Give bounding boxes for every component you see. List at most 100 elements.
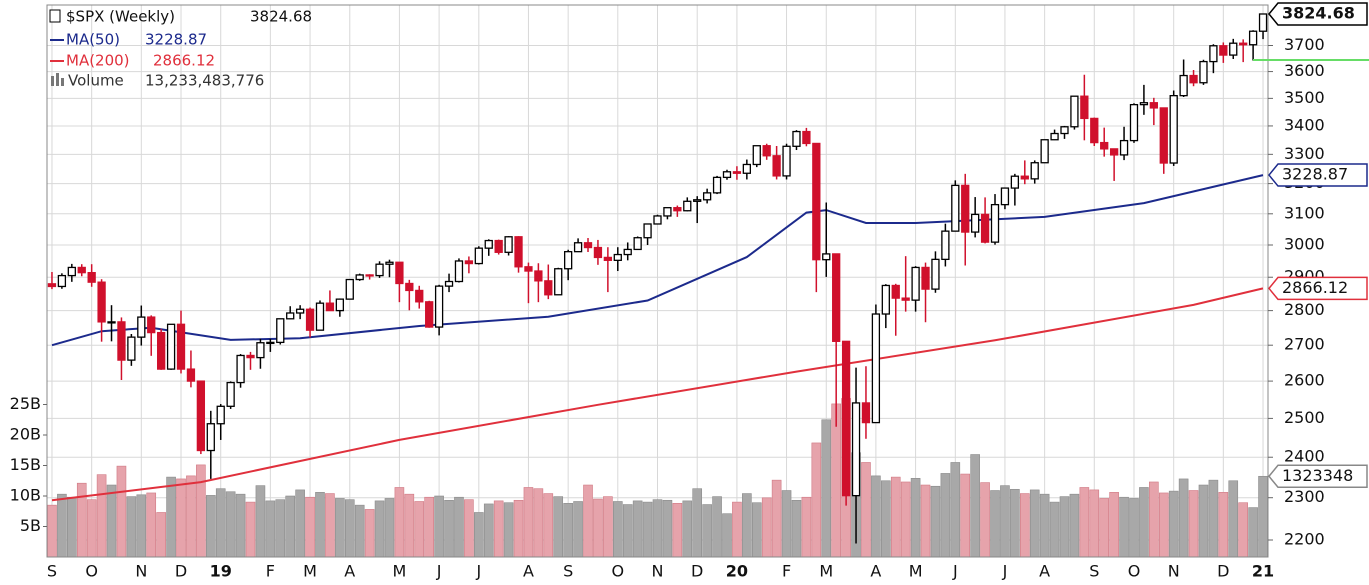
y-tick-label: 3400 bbox=[1284, 115, 1325, 134]
candle-body bbox=[782, 145, 791, 177]
candle-body bbox=[166, 323, 176, 370]
x-tick-label: M bbox=[909, 562, 923, 581]
volume-bar bbox=[642, 501, 653, 558]
candle-body bbox=[1119, 139, 1129, 156]
volume-bar bbox=[196, 464, 206, 558]
candle-body bbox=[117, 321, 126, 361]
volume-bar bbox=[861, 462, 871, 558]
volume-bar bbox=[404, 493, 415, 558]
volume-bar bbox=[454, 496, 464, 558]
y-tick-label: 3000 bbox=[1284, 234, 1325, 253]
candle-body bbox=[464, 260, 474, 265]
candle-body bbox=[653, 215, 662, 225]
ma-line bbox=[51, 287, 1264, 502]
candle-body bbox=[246, 354, 255, 359]
volume-bar bbox=[781, 490, 792, 558]
volume-bar bbox=[990, 490, 1000, 558]
volume-bar bbox=[1178, 478, 1189, 558]
volume-bar bbox=[493, 500, 504, 558]
volume-bar bbox=[831, 403, 841, 558]
candle-body bbox=[1139, 102, 1149, 106]
volume-bar bbox=[215, 488, 226, 558]
candle-body bbox=[1080, 95, 1089, 120]
volume-bar bbox=[335, 498, 345, 558]
x-tick-label: N bbox=[652, 562, 664, 581]
volume-bar bbox=[1089, 489, 1100, 558]
candle-body bbox=[673, 207, 682, 212]
x-tick-label: A bbox=[344, 562, 355, 581]
volume-bar bbox=[86, 499, 97, 558]
volume-bar bbox=[940, 473, 951, 558]
x-tick-label: M bbox=[392, 562, 406, 581]
volume-bar bbox=[722, 513, 732, 558]
candle-body bbox=[47, 283, 57, 288]
candle-body bbox=[941, 230, 950, 261]
legend-ma50-value: 3228.87 bbox=[145, 31, 207, 49]
ma200-badge: 2866.12 bbox=[1268, 276, 1368, 301]
volume-bar bbox=[563, 503, 573, 558]
badge-label: 1323348 bbox=[1282, 466, 1353, 485]
x-tick-label: A bbox=[870, 562, 881, 581]
volume-bar bbox=[950, 462, 961, 558]
candle-body bbox=[772, 155, 781, 177]
badge-box bbox=[1268, 464, 1368, 489]
volume-bar bbox=[57, 493, 67, 558]
volume-bar bbox=[265, 500, 276, 558]
volume-bar bbox=[533, 488, 544, 558]
volume-bar bbox=[1059, 496, 1070, 558]
volume-bar bbox=[692, 488, 703, 558]
candle-body bbox=[683, 200, 692, 212]
candle-body bbox=[1129, 103, 1139, 142]
candle-body bbox=[722, 171, 732, 179]
volume-bar bbox=[821, 419, 832, 558]
candle-body bbox=[554, 268, 563, 296]
volume-bar bbox=[702, 504, 712, 558]
volume-bar bbox=[364, 509, 375, 558]
legend-volume-value: 13,233,483,776 bbox=[145, 72, 264, 90]
volume-bar bbox=[612, 501, 623, 558]
y-tick-label: 2300 bbox=[1284, 487, 1325, 506]
moving-averages bbox=[51, 174, 1264, 502]
volume-bar bbox=[1119, 496, 1129, 558]
candle-body bbox=[385, 261, 394, 265]
candle-body bbox=[67, 266, 76, 277]
candle-body bbox=[1040, 139, 1049, 164]
x-tick-label: F bbox=[266, 562, 275, 581]
candle-body bbox=[1010, 175, 1020, 189]
candle-body bbox=[186, 368, 196, 382]
candle-body bbox=[961, 184, 970, 233]
candle-body bbox=[137, 316, 146, 338]
volume-bar bbox=[1000, 485, 1010, 558]
candle-body bbox=[583, 242, 593, 249]
candle-body bbox=[1229, 42, 1238, 56]
volume-bar bbox=[930, 485, 941, 558]
volume-bar bbox=[751, 502, 762, 558]
volume-bar bbox=[1218, 492, 1229, 558]
candle-body bbox=[97, 281, 106, 323]
volume-bar bbox=[1069, 493, 1080, 558]
candle-body bbox=[1169, 95, 1178, 164]
candle-body bbox=[871, 313, 881, 424]
volume-bar bbox=[166, 476, 176, 558]
ma-line bbox=[51, 174, 1264, 347]
candle-body bbox=[415, 289, 424, 303]
volume-bar bbox=[96, 474, 107, 558]
candle-body bbox=[663, 207, 672, 217]
candle-body bbox=[1219, 45, 1228, 56]
candle-body bbox=[613, 253, 622, 261]
candle-body bbox=[57, 274, 67, 288]
candle-body bbox=[474, 247, 483, 265]
volume-bar bbox=[1238, 502, 1248, 558]
x-tick-label: J bbox=[436, 562, 442, 581]
candle-body bbox=[1109, 148, 1119, 156]
volume-bar bbox=[682, 500, 693, 558]
candle-body bbox=[792, 130, 801, 147]
volume-tick-label: 5B bbox=[20, 516, 41, 535]
volume-bar bbox=[910, 478, 921, 558]
volume-bar bbox=[593, 498, 603, 558]
volume-bar bbox=[1109, 492, 1119, 558]
candle-body bbox=[544, 280, 553, 296]
badge-label: 2866.12 bbox=[1282, 278, 1348, 297]
candle-body bbox=[444, 280, 454, 287]
volume-bar bbox=[1228, 480, 1239, 558]
